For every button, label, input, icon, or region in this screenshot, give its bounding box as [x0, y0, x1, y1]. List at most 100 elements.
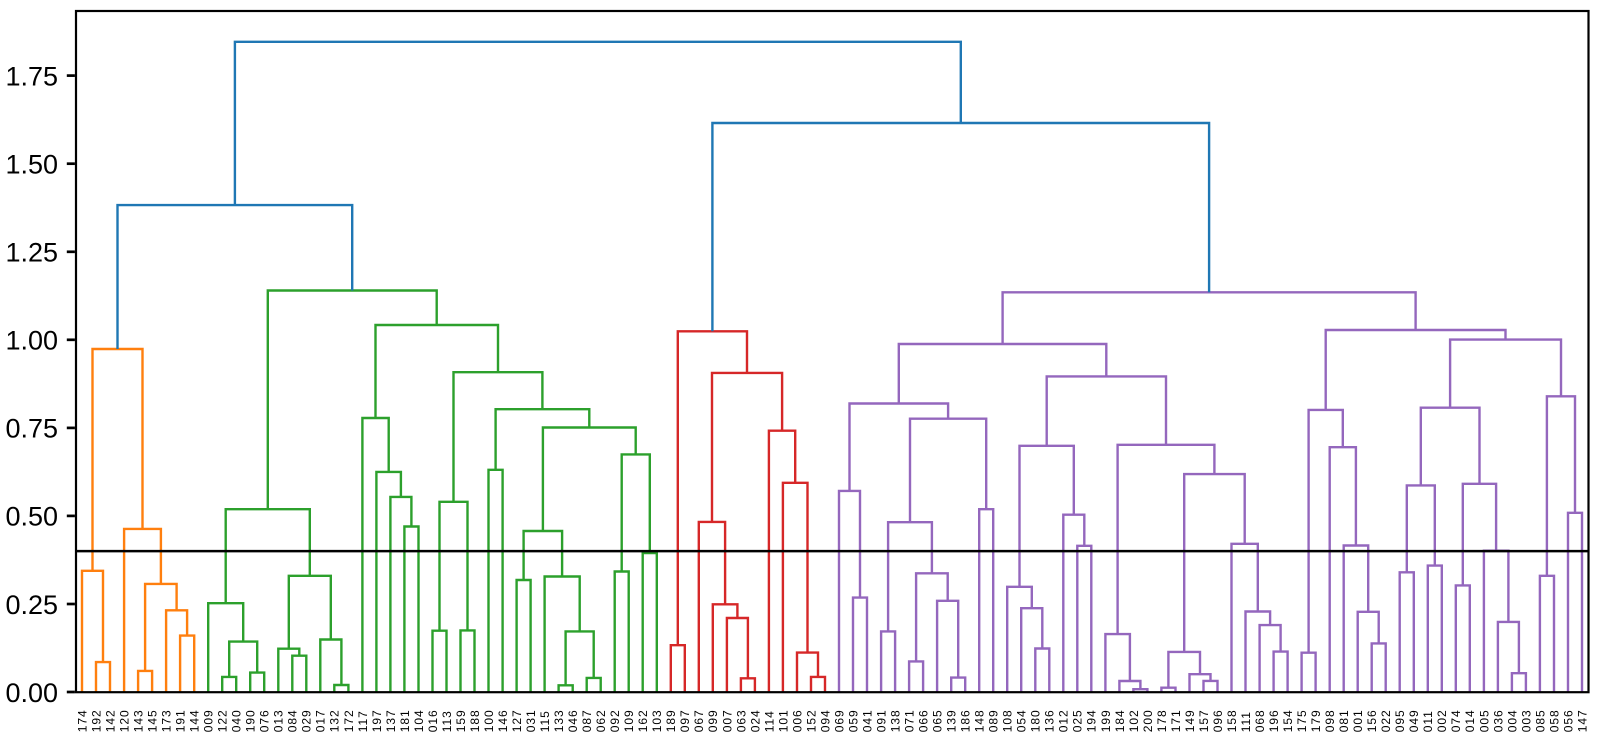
svg-text:148: 148: [973, 709, 987, 732]
svg-text:040: 040: [230, 709, 244, 732]
svg-text:059: 059: [846, 709, 860, 732]
svg-text:046: 046: [566, 709, 580, 732]
svg-text:003: 003: [1519, 709, 1533, 732]
svg-text:029: 029: [300, 709, 314, 732]
svg-text:099: 099: [706, 709, 720, 732]
svg-text:143: 143: [132, 709, 146, 732]
svg-text:197: 197: [370, 709, 384, 732]
svg-text:103: 103: [650, 709, 664, 732]
svg-text:175: 175: [1295, 709, 1309, 732]
svg-text:159: 159: [454, 709, 468, 732]
svg-text:0.75: 0.75: [5, 414, 58, 444]
svg-text:147: 147: [1575, 709, 1589, 732]
svg-text:067: 067: [692, 709, 706, 732]
svg-text:089: 089: [987, 709, 1001, 732]
svg-text:191: 191: [174, 709, 188, 732]
svg-text:157: 157: [1197, 709, 1211, 732]
svg-text:171: 171: [1169, 709, 1183, 732]
svg-text:192: 192: [89, 709, 103, 732]
svg-text:104: 104: [412, 709, 426, 732]
svg-text:054: 054: [1015, 709, 1029, 732]
svg-text:184: 184: [1113, 709, 1127, 732]
svg-text:196: 196: [1267, 709, 1281, 732]
svg-text:200: 200: [1141, 709, 1155, 732]
svg-text:097: 097: [678, 709, 692, 732]
svg-text:005: 005: [1477, 709, 1491, 732]
svg-text:144: 144: [188, 709, 202, 732]
svg-text:117: 117: [356, 710, 370, 732]
svg-text:186: 186: [959, 709, 973, 732]
svg-text:0.00: 0.00: [5, 678, 58, 708]
svg-text:101: 101: [776, 709, 790, 732]
svg-text:100: 100: [482, 709, 496, 732]
svg-text:162: 162: [636, 709, 650, 732]
svg-text:154: 154: [1281, 709, 1295, 732]
svg-text:145: 145: [146, 709, 160, 732]
svg-text:158: 158: [1225, 709, 1239, 732]
svg-text:074: 074: [1449, 709, 1463, 732]
svg-text:113: 113: [440, 710, 454, 732]
svg-text:095: 095: [1393, 709, 1407, 732]
svg-text:068: 068: [1253, 709, 1267, 732]
svg-text:065: 065: [931, 709, 945, 732]
svg-text:132: 132: [328, 709, 342, 732]
svg-text:139: 139: [945, 709, 959, 732]
svg-text:069: 069: [832, 709, 846, 732]
svg-text:063: 063: [734, 709, 748, 732]
svg-text:017: 017: [314, 709, 328, 732]
svg-text:1.00: 1.00: [5, 326, 58, 356]
svg-text:094: 094: [818, 709, 832, 732]
svg-text:178: 178: [1155, 709, 1169, 732]
svg-text:087: 087: [580, 709, 594, 732]
svg-text:146: 146: [496, 709, 510, 732]
svg-text:142: 142: [103, 709, 117, 732]
svg-text:181: 181: [398, 709, 412, 732]
svg-text:111: 111: [1239, 711, 1253, 732]
svg-text:056: 056: [1561, 709, 1575, 732]
svg-text:091: 091: [875, 709, 889, 732]
svg-text:1.75: 1.75: [5, 61, 58, 91]
svg-text:014: 014: [1463, 709, 1477, 732]
svg-text:136: 136: [1043, 709, 1057, 732]
svg-text:127: 127: [510, 709, 524, 732]
svg-text:174: 174: [75, 709, 89, 732]
svg-text:156: 156: [1365, 709, 1379, 732]
svg-text:081: 081: [1337, 709, 1351, 732]
svg-text:133: 133: [552, 709, 566, 732]
svg-text:180: 180: [1029, 709, 1043, 732]
svg-text:173: 173: [160, 709, 174, 732]
svg-text:1.25: 1.25: [5, 238, 58, 268]
svg-text:199: 199: [1099, 709, 1113, 732]
svg-text:016: 016: [426, 709, 440, 732]
svg-text:022: 022: [1379, 709, 1393, 732]
svg-text:0.50: 0.50: [5, 502, 58, 532]
svg-text:002: 002: [1435, 709, 1449, 732]
svg-text:0.25: 0.25: [5, 590, 58, 620]
svg-text:085: 085: [1533, 709, 1547, 732]
svg-text:071: 071: [903, 709, 917, 732]
svg-text:012: 012: [1057, 709, 1071, 732]
svg-text:058: 058: [1547, 709, 1561, 732]
svg-text:062: 062: [594, 709, 608, 732]
svg-text:009: 009: [202, 709, 216, 732]
svg-text:189: 189: [664, 709, 678, 732]
svg-text:194: 194: [1085, 709, 1099, 732]
svg-text:1.50: 1.50: [5, 150, 58, 180]
svg-text:031: 031: [524, 709, 538, 732]
svg-text:138: 138: [889, 709, 903, 732]
svg-text:096: 096: [1211, 709, 1225, 732]
svg-text:149: 149: [1183, 709, 1197, 732]
svg-text:013: 013: [272, 709, 286, 732]
svg-text:076: 076: [258, 709, 272, 732]
svg-text:098: 098: [1323, 709, 1337, 732]
svg-text:137: 137: [384, 709, 398, 732]
svg-text:006: 006: [790, 709, 804, 732]
svg-text:049: 049: [1407, 709, 1421, 732]
svg-text:115: 115: [538, 710, 552, 732]
svg-text:172: 172: [342, 709, 356, 732]
svg-text:108: 108: [1001, 709, 1015, 732]
svg-text:092: 092: [608, 709, 622, 732]
svg-text:152: 152: [804, 709, 818, 732]
svg-text:179: 179: [1309, 709, 1323, 732]
svg-text:001: 001: [1351, 709, 1365, 732]
